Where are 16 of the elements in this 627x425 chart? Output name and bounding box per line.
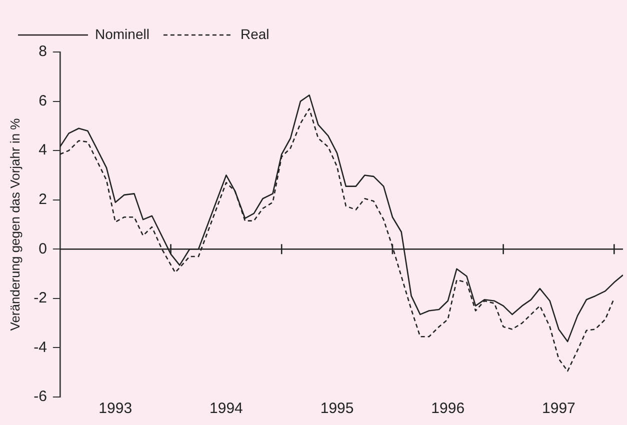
y-tick-label: -4 [34, 338, 47, 356]
y-tick-label: 8 [38, 43, 47, 60]
y-tick-label: 4 [38, 142, 47, 159]
y-tick-label: 2 [38, 191, 47, 208]
y-tick-label: -6 [34, 388, 47, 406]
y-axis-title: Veränderung gegen das Vorjahr in % [7, 118, 22, 331]
x-tick-label: 1997 [542, 400, 576, 418]
legend-label: Real [240, 26, 270, 42]
y-tick-label: -2 [34, 290, 47, 307]
x-tick-label: 1993 [98, 400, 132, 418]
y-tick-label: 0 [38, 240, 47, 258]
legend-label: Nominell [95, 26, 150, 42]
y-tick-label: 6 [38, 92, 47, 110]
x-tick-label: 1996 [431, 400, 465, 418]
x-tick-label: 1995 [320, 400, 354, 418]
x-tick-label: 1994 [210, 400, 243, 418]
